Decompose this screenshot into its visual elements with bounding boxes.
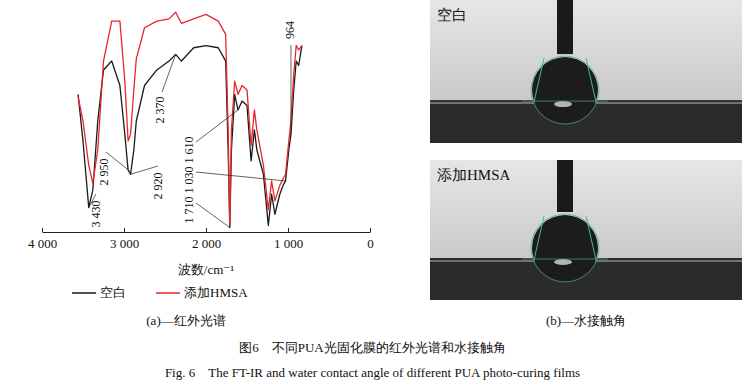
annotation-label: 3 430 <box>89 201 103 228</box>
annotation-leader <box>290 45 291 134</box>
tangent-line <box>534 216 544 260</box>
x-tick-label: 4 000 <box>28 236 57 251</box>
legend-swatch <box>156 292 180 294</box>
x-tick-mark <box>42 228 43 232</box>
x-tick-label: 0 <box>367 236 374 251</box>
droplet-highlight <box>554 101 572 107</box>
spectrum-line <box>78 12 302 225</box>
annotation-label: 1 030 <box>182 167 196 194</box>
annotations: 3 430 2 950 2 920 2 370 1 610 1 030 1 710 964 <box>89 21 297 228</box>
needle <box>557 160 573 212</box>
photo-label: 空白 <box>437 7 467 23</box>
x-tick: 3 000 <box>110 228 139 251</box>
spectrum-line <box>78 46 302 228</box>
annotation-leader <box>196 110 238 142</box>
annotation-label: 1 610 <box>182 137 196 164</box>
x-tick: 4 000 <box>28 228 57 251</box>
droplet-highlight <box>554 259 572 265</box>
photo-label: 添加HMSA <box>437 167 511 183</box>
figure: 4 000 3 000 2 000 1 000 0 波数/cm⁻¹ 3 430 2 950 2 … <box>0 0 745 390</box>
tangent-line <box>586 58 596 102</box>
legend-label: 空白 <box>100 285 126 300</box>
annotation-label: 1 710 <box>182 197 196 224</box>
contact-angle-photo <box>430 160 742 300</box>
fit-baseline <box>522 259 608 260</box>
legend: 空白 添加HMSA <box>72 285 248 300</box>
x-axis: 4 000 3 000 2 000 1 000 0 <box>28 228 374 251</box>
annotation-leader <box>162 54 176 92</box>
x-tick-mark <box>206 228 207 232</box>
tangent-line <box>534 58 544 102</box>
x-tick: 2 000 <box>192 228 221 251</box>
fit-circle <box>531 56 599 124</box>
annotation-leader <box>196 172 286 181</box>
x-tick-label: 3 000 <box>110 236 139 251</box>
figure-title: 图6 不同PUA光固化膜的红外光谱和水接触角 <box>239 340 506 355</box>
x-tick: 1 000 <box>274 228 303 251</box>
tangent-line <box>586 216 596 260</box>
legend-label: 添加HMSA <box>184 285 248 300</box>
panel-caption: (a)—红外光谱 <box>146 313 225 328</box>
fit-baseline <box>522 101 608 102</box>
panel-caption: (b)—水接触角 <box>546 313 626 328</box>
droplet <box>532 215 598 281</box>
contact-angle-photo <box>430 0 742 143</box>
legend-swatch <box>72 292 96 294</box>
plot-area <box>78 12 302 227</box>
x-tick-mark <box>288 228 289 232</box>
x-axis-line <box>43 232 371 233</box>
x-tick-mark <box>124 228 125 232</box>
annotation-label: 964 <box>283 21 297 39</box>
annotation-label: 2 950 <box>97 159 111 186</box>
x-tick-label: 2 000 <box>192 236 221 251</box>
fit-circle <box>531 214 599 282</box>
x-tick-label: 1 000 <box>274 236 303 251</box>
droplet <box>532 57 598 123</box>
x-tick-mark <box>370 228 371 232</box>
x-axis-title: 波数/cm⁻¹ <box>178 262 234 277</box>
figure-title-en: Fig. 6 The FT-IR and water contact angle… <box>165 365 580 380</box>
annotation-label: 2 370 <box>153 97 167 124</box>
annotation-leader <box>196 203 230 228</box>
x-tick: 0 <box>367 228 374 251</box>
annotation-label: 2 920 <box>151 173 165 200</box>
needle <box>557 0 573 54</box>
